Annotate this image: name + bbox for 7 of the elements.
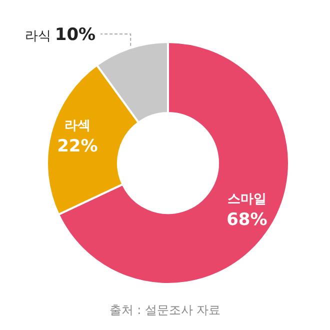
data-label: 22% <box>57 136 98 157</box>
data-label: 68% <box>226 210 268 230</box>
data-label: 10% <box>54 25 96 45</box>
source-note: 출처 : 설문조사 자료 <box>109 303 221 317</box>
slice-label: 라섹 <box>64 118 90 134</box>
slice-label: 라식 <box>24 29 55 44</box>
slice-label: 스마일 <box>227 192 266 208</box>
